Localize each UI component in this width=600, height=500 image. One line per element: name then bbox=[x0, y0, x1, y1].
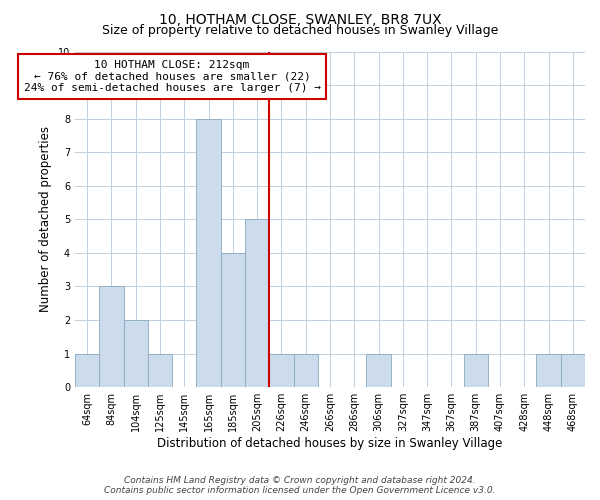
Bar bbox=[269, 354, 293, 387]
Bar bbox=[367, 354, 391, 387]
Text: 10, HOTHAM CLOSE, SWANLEY, BR8 7UX: 10, HOTHAM CLOSE, SWANLEY, BR8 7UX bbox=[158, 12, 442, 26]
Bar bbox=[221, 253, 245, 387]
Bar bbox=[124, 320, 148, 387]
Bar bbox=[148, 354, 172, 387]
Y-axis label: Number of detached properties: Number of detached properties bbox=[39, 126, 52, 312]
X-axis label: Distribution of detached houses by size in Swanley Village: Distribution of detached houses by size … bbox=[157, 437, 503, 450]
Bar bbox=[196, 118, 221, 387]
Text: Contains HM Land Registry data © Crown copyright and database right 2024.
Contai: Contains HM Land Registry data © Crown c… bbox=[104, 476, 496, 495]
Bar bbox=[536, 354, 561, 387]
Bar bbox=[75, 354, 99, 387]
Bar bbox=[293, 354, 318, 387]
Bar bbox=[245, 220, 269, 387]
Bar bbox=[561, 354, 585, 387]
Bar bbox=[464, 354, 488, 387]
Text: Size of property relative to detached houses in Swanley Village: Size of property relative to detached ho… bbox=[102, 24, 498, 37]
Bar bbox=[99, 286, 124, 387]
Text: 10 HOTHAM CLOSE: 212sqm
← 76% of detached houses are smaller (22)
24% of semi-de: 10 HOTHAM CLOSE: 212sqm ← 76% of detache… bbox=[23, 60, 320, 93]
